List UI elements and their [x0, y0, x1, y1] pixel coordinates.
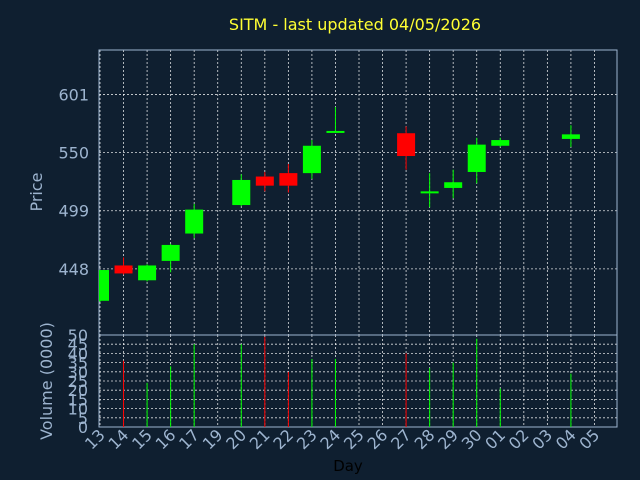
candle-body	[491, 140, 510, 146]
volume-axis-label: Volume (0000)	[37, 322, 56, 440]
x-tick-label: 05	[575, 425, 603, 453]
candle-body	[444, 182, 463, 188]
volume-y-tick-label: 15	[68, 390, 88, 409]
price-axis-label: Price	[27, 172, 46, 211]
candle-body	[161, 244, 180, 261]
price-y-ticks: 448 499 550 601	[58, 85, 89, 278]
candle-body	[138, 265, 157, 281]
candle-body	[232, 179, 251, 206]
volume-y-tick-label: 35	[68, 354, 88, 373]
volume-y-tick-label: 30	[68, 363, 88, 382]
x-axis-ticks: 1314151617192021222324252627282930010203…	[81, 425, 603, 453]
price-y-tick-label: 550	[58, 144, 89, 163]
candlesticks	[99, 107, 580, 302]
volume-bars	[123, 336, 572, 427]
candle-body	[467, 144, 486, 172]
price-panel: 448 499 550 601 Price	[27, 49, 618, 336]
candle-body	[185, 209, 204, 234]
volume-grid	[99, 334, 617, 428]
price-grid	[99, 50, 617, 335]
volume-plot-frame	[98, 334, 618, 428]
candle-body	[279, 173, 298, 186]
candle-body	[255, 176, 274, 186]
volume-y-tick-label: 25	[68, 372, 88, 391]
candle-body	[326, 130, 345, 133]
candle-body	[302, 145, 321, 174]
candle-body	[397, 133, 416, 157]
price-plot-frame	[98, 49, 618, 336]
x-axis-label: Day	[333, 457, 363, 475]
price-y-tick-label: 499	[58, 202, 89, 221]
candle-body	[99, 270, 109, 301]
volume-y-tick-label: 40	[68, 344, 88, 363]
volume-y-tick-label: 20	[68, 381, 88, 400]
volume-y-tick-label: 10	[68, 400, 88, 419]
candle-body	[114, 265, 133, 274]
volume-y-tick-label: 45	[68, 335, 88, 354]
candle-body	[420, 191, 439, 194]
candle-body	[561, 134, 580, 139]
volume-y-tick-label: 5	[78, 409, 88, 428]
chart-title: SITM - last updated 04/05/2026	[229, 15, 481, 34]
price-y-tick-label: 448	[58, 260, 89, 279]
volume-y-tick-label: 0	[78, 418, 88, 437]
price-y-tick-label: 601	[58, 85, 89, 104]
volume-y-tick-label: 50	[68, 326, 88, 345]
